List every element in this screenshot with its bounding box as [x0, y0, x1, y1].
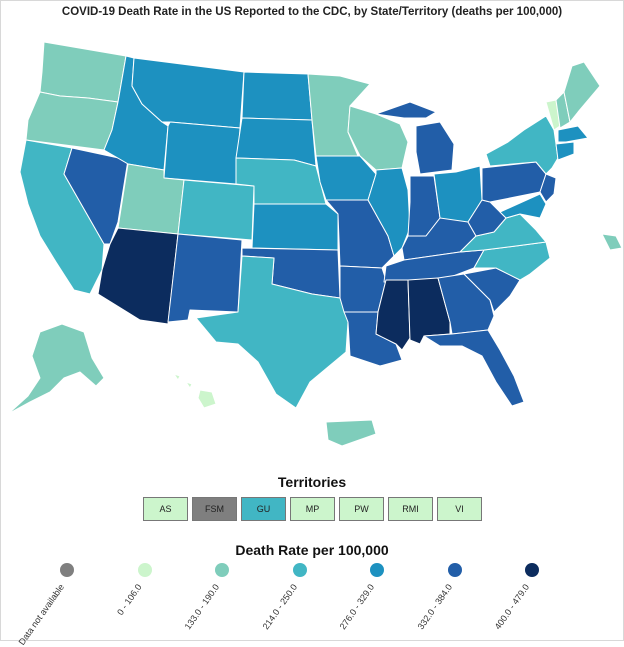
- state-ct[interactable]: [555, 141, 575, 161]
- territory-button-fsm[interactable]: FSM: [192, 497, 237, 521]
- territory-button-as[interactable]: AS: [143, 497, 188, 521]
- legend-swatch: [137, 563, 152, 577]
- territories-title: Territories: [277, 474, 347, 490]
- state-tx[interactable]: [195, 255, 349, 409]
- state-nj[interactable]: [539, 173, 557, 203]
- territory-button-gu[interactable]: GU: [241, 497, 286, 521]
- state-ma[interactable]: [557, 125, 589, 143]
- legend-swatch: [525, 563, 539, 577]
- legend-swatch: [292, 563, 307, 577]
- territory-button-mp[interactable]: MP: [290, 497, 335, 521]
- territory-button-vi[interactable]: VI: [437, 497, 482, 521]
- legend-swatch: [215, 563, 229, 577]
- state-nm[interactable]: [167, 233, 243, 323]
- legend-swatch: [370, 563, 384, 577]
- state-hi[interactable]: [173, 373, 217, 409]
- map-title: COVID-19 Death Rate in the US Reported t…: [61, 6, 563, 18]
- state-or[interactable]: [25, 91, 119, 151]
- state-md[interactable]: [499, 193, 547, 219]
- state-wa[interactable]: [39, 41, 127, 103]
- territory-buttons: AS FSM GU MP PW RMI VI: [143, 497, 482, 521]
- state-ak[interactable]: [7, 323, 105, 415]
- legend-swatch: [60, 563, 74, 577]
- state-mi[interactable]: [375, 101, 455, 175]
- state-nd[interactable]: [241, 71, 313, 121]
- us-choropleth-map: [7, 41, 623, 447]
- territory-pr[interactable]: [325, 419, 377, 447]
- legend-title: Death Rate per 100,000: [235, 542, 389, 558]
- state-co[interactable]: [177, 179, 255, 241]
- state-wy[interactable]: [163, 121, 241, 185]
- state-ar[interactable]: [339, 265, 387, 313]
- state-me[interactable]: [563, 61, 601, 123]
- territory-button-pw[interactable]: PW: [339, 497, 384, 521]
- territory-offshore[interactable]: [601, 233, 623, 251]
- territory-button-rmi[interactable]: RMI: [388, 497, 433, 521]
- state-il[interactable]: [367, 167, 411, 257]
- state-fl[interactable]: [423, 329, 525, 407]
- legend-swatch: [447, 563, 462, 577]
- state-ks[interactable]: [251, 203, 339, 251]
